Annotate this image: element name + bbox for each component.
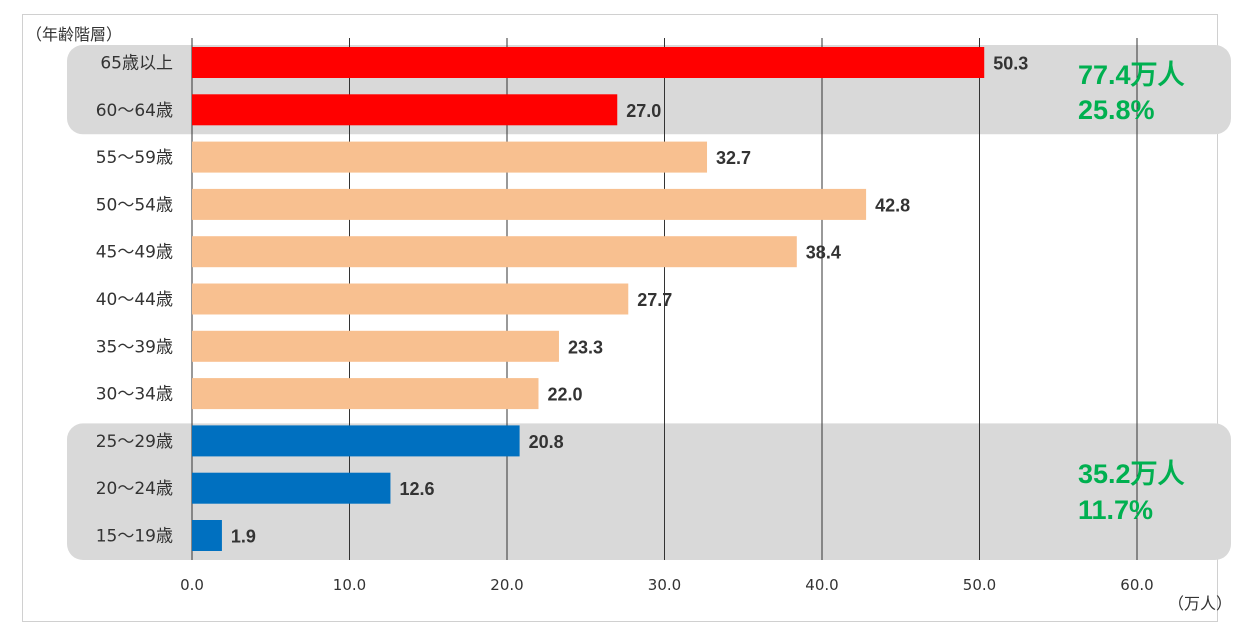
category-label: 35〜39歳 [96, 337, 173, 357]
senior-share-label: 25.8% [1078, 95, 1155, 125]
value-label: 23.3 [568, 337, 603, 357]
bar [192, 141, 708, 173]
young-total-label: 35.2万人 [1078, 459, 1185, 489]
category-label: 55〜59歳 [96, 148, 173, 168]
young-share-label: 11.7% [1078, 495, 1153, 525]
senior-total-label: 77.4万人 [1078, 60, 1185, 90]
y-axis-title: （年齢階層） [26, 25, 122, 44]
x-tick-label: 30.0 [648, 576, 681, 594]
category-label: 15〜19歳 [96, 527, 173, 547]
chart-frame [22, 14, 1218, 622]
value-label: 27.0 [626, 101, 661, 121]
x-tick-label: 20.0 [490, 576, 523, 594]
bar [192, 472, 391, 504]
category-label: 25〜29歳 [96, 432, 173, 452]
bar [192, 330, 559, 362]
bars [192, 47, 985, 551]
x-tick-label: 40.0 [805, 576, 838, 594]
value-label: 22.0 [548, 385, 583, 405]
bar [192, 520, 222, 551]
x-tick-label: 10.0 [333, 576, 366, 594]
category-label: 60〜64歳 [96, 101, 173, 121]
value-label: 32.7 [716, 148, 751, 168]
value-label: 38.4 [806, 243, 841, 263]
category-label: 20〜24歳 [96, 479, 173, 499]
bar [192, 188, 867, 220]
value-label: 1.9 [231, 527, 256, 547]
bar [192, 236, 797, 268]
x-tick-label: 60.0 [1120, 576, 1153, 594]
bar [192, 378, 539, 410]
value-label: 50.3 [993, 54, 1028, 74]
bar [192, 94, 618, 126]
value-label: 27.7 [637, 290, 672, 310]
x-axis-unit: （万人） [1168, 594, 1232, 613]
category-label: 50〜54歳 [96, 195, 173, 215]
bar [192, 425, 520, 457]
bar [192, 283, 629, 315]
value-label: 20.8 [529, 432, 564, 452]
category-label: 40〜44歳 [96, 290, 173, 310]
category-label: 30〜34歳 [96, 385, 173, 405]
category-label: 65歳以上 [100, 54, 173, 74]
value-label: 42.8 [875, 195, 910, 215]
value-label: 12.6 [399, 479, 434, 499]
category-label: 45〜49歳 [96, 243, 173, 263]
x-tick-label: 50.0 [963, 576, 996, 594]
labels: 0.0 10.0 20.0 30.0 40.0 50.0 60.0 65歳以上 50.3 60〜6… [96, 54, 1185, 595]
highlight-young [67, 423, 1231, 560]
x-tick-label: 0.0 [180, 576, 204, 594]
bar [192, 47, 985, 78]
